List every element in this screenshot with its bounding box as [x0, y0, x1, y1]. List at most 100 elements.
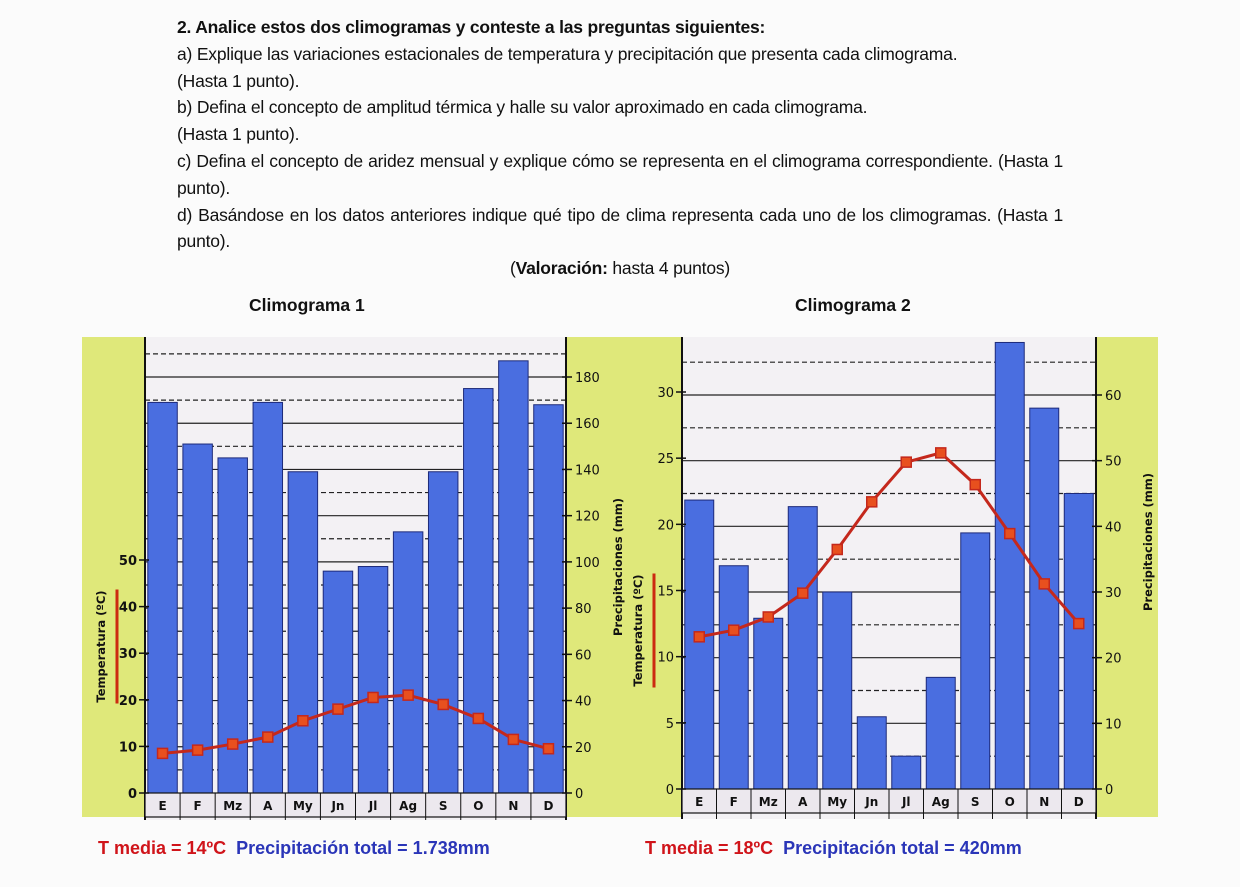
temp-marker-Jl [367, 691, 379, 704]
temp-marker-N [1038, 578, 1050, 590]
chart-2-summary: T media = 18ºC Precipitación total = 420m… [645, 838, 1022, 859]
temp-marker-D [1073, 617, 1085, 630]
precip-bar-F [182, 443, 213, 794]
gridlines [145, 353, 566, 771]
temp-marker-My [297, 715, 309, 727]
question-item-b: b) Defina el concepto de amplitud térmic… [177, 97, 868, 118]
temperature-axis-title: Temperatura (ºC) [631, 574, 645, 686]
axes: E F Mz A My Jn Jl Ag S O N D 0 5 10 15 20 25 30 0 10 20 30 40 50… [631, 337, 1155, 819]
temp-marker-N [507, 733, 520, 746]
temp-tick-label: 30 [119, 647, 137, 662]
chart-1-mean-temp: T media = 14ºC [98, 838, 227, 858]
temp-marker-Ag [935, 447, 947, 459]
chart-1-total-precip: Precipitación total = 1.738mm [236, 838, 490, 858]
valoracion-label: Valoración: [515, 258, 608, 279]
temp-marker-O [1004, 527, 1016, 540]
month-label: F [730, 795, 738, 809]
valoracion: (Valoración: hasta 4 puntos) [177, 255, 1063, 282]
month-label: E [695, 795, 703, 809]
chart-2-total-precip: Precipitación total = 420mm [783, 838, 1022, 858]
temp-tick-label: 30 [657, 386, 674, 401]
precip-tick-label: 40 [575, 695, 592, 710]
climograma-2-chart: E F Mz A My Jn Jl Ag S O N D 0 5 10 15 20 25 30 0 10 20 30 40 50… [628, 337, 1158, 819]
precip-bar-Ag [392, 531, 424, 794]
month-label: F [194, 799, 202, 813]
temp-tick-label: 10 [657, 651, 674, 666]
precip-bar-Jn [856, 716, 887, 790]
precip-tick-label: 60 [1105, 389, 1122, 404]
month-label: N [508, 799, 518, 813]
temp-marker-E [693, 631, 705, 643]
precip-tick-label: 140 [575, 463, 600, 478]
precipitation-axis-title: Precipitaciones (mm) [1141, 473, 1155, 611]
chart-background [82, 337, 628, 820]
question-item-d: d) Basándose en los datos anteriores ind… [177, 204, 1063, 252]
precip-bar-A [787, 506, 818, 790]
month-label: Jl [368, 799, 378, 813]
month-label: D [543, 799, 553, 813]
plot-area [682, 337, 1096, 819]
month-label: O [473, 799, 483, 813]
precip-tick-label: 20 [1105, 652, 1122, 667]
temp-marker-Jn [332, 703, 344, 715]
precip-bar-Mz [217, 457, 248, 794]
temp-tick-label: 5 [666, 717, 674, 732]
climograma-1-chart: E F Mz A My Jn Jl Ag S O N D 0 10 20 30 40 50 0 20 40 60 80 100… [82, 337, 628, 820]
precip-bar-Mz [753, 617, 784, 790]
temp-tick-label: 10 [119, 740, 137, 755]
month-label: D [1074, 795, 1084, 809]
month-label: My [827, 795, 847, 809]
question-title: 2. Analice estos dos climogramas y conte… [177, 17, 766, 37]
precipitation-bars [684, 341, 1094, 790]
chart-2-title: Climograma 2 [795, 295, 911, 315]
temp-marker-Ag [402, 689, 414, 701]
temp-marker-Jn [866, 496, 878, 508]
temp-marker-D [542, 742, 555, 755]
month-label: Jl [901, 795, 911, 809]
precip-tick-label: 0 [575, 787, 583, 802]
precip-tick-label: 100 [575, 556, 600, 571]
axes: E F Mz A My Jn Jl Ag S O N D 0 10 20 30 40 50 0 20 40 60 80 100… [94, 337, 625, 820]
month-label: A [798, 795, 808, 809]
plot-area [145, 337, 566, 820]
question-item-a-points: (Hasta 1 punto). [177, 70, 300, 91]
precip-bar-O [994, 341, 1025, 790]
precip-bar-N [498, 360, 529, 794]
month-label: N [1039, 795, 1049, 809]
temp-tick-label: 20 [119, 694, 137, 709]
precip-tick-label: 120 [575, 510, 600, 525]
question-item-c: c) Defina el concepto de aridez mensual … [177, 150, 1063, 198]
month-label: S [439, 799, 448, 813]
precip-tick-label: 160 [575, 417, 600, 432]
month-label: Ag [399, 799, 417, 813]
month-label: Jn [864, 795, 878, 809]
month-label: Mz [223, 799, 242, 813]
precip-bar-Jl [357, 566, 389, 794]
month-label: O [1005, 795, 1015, 809]
chart-background [628, 337, 1158, 819]
temperature-axis-title: Temperatura (ºC) [94, 590, 108, 702]
month-label: Mz [759, 795, 778, 809]
precip-tick-label: 10 [1105, 717, 1122, 732]
chart-1-title: Climograma 1 [249, 295, 365, 315]
question-block: 2. Analice estos dos climogramas y conte… [177, 14, 1063, 282]
temp-marker-O [472, 712, 485, 725]
temp-tick-label: 50 [119, 554, 137, 569]
left-axis-panel [82, 337, 145, 817]
valoracion-text: hasta 4 puntos) [607, 258, 731, 279]
month-label: Jn [330, 799, 344, 813]
precip-bar-D [533, 404, 564, 794]
month-label: E [158, 799, 166, 813]
precip-bar-My [822, 591, 853, 790]
precip-tick-label: 180 [575, 371, 600, 386]
month-label: Ag [932, 795, 950, 809]
precip-bar-Jl [891, 755, 922, 790]
chart-2-mean-temp: T media = 18ºC [645, 838, 774, 858]
temp-tick-label: 25 [657, 452, 674, 467]
precip-bar-S [960, 532, 991, 790]
temp-marker-E [156, 747, 169, 760]
temp-marker-F [728, 624, 740, 636]
temp-tick-label: 0 [666, 783, 674, 798]
precip-bar-Jn [322, 570, 354, 794]
temperature-line [693, 447, 1085, 643]
